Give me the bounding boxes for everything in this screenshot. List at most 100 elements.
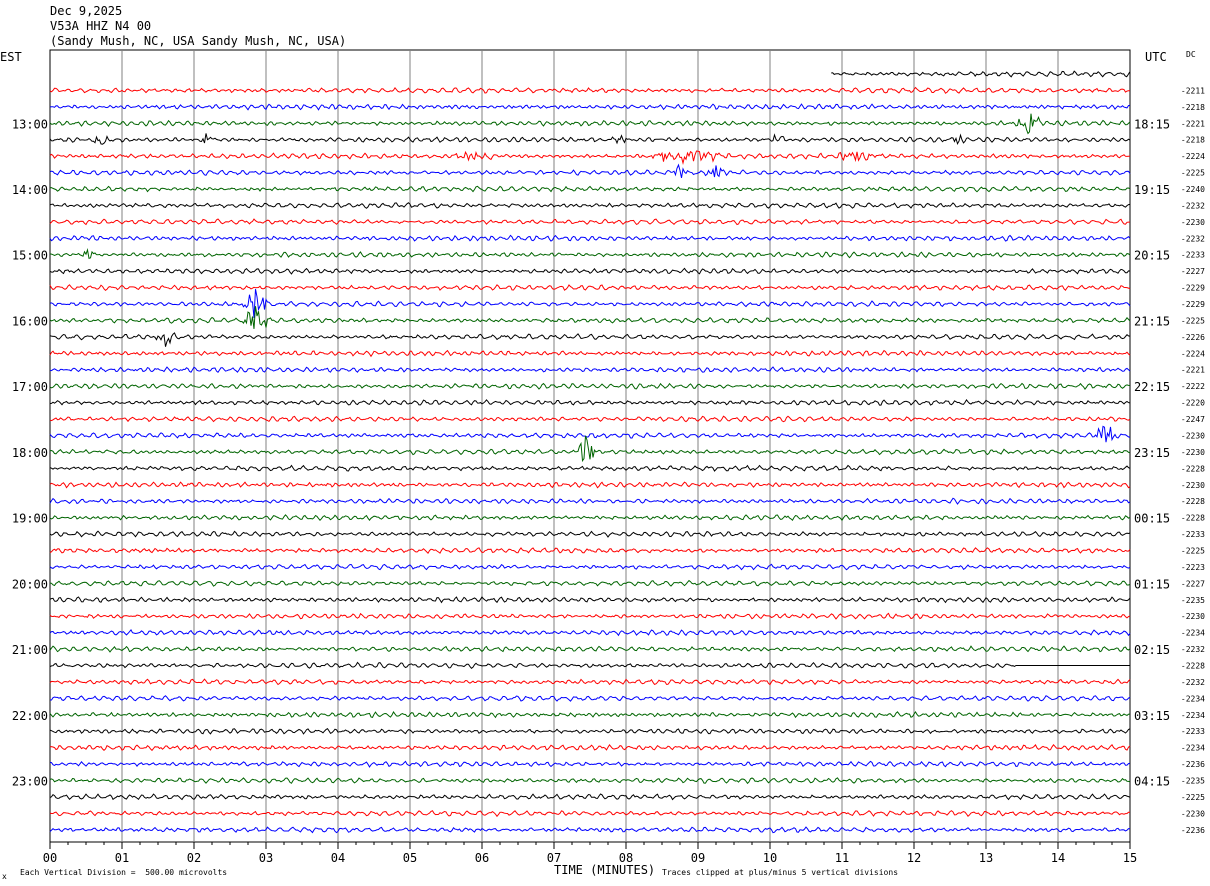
right-time-label: 19:15	[1134, 183, 1170, 197]
trace-row-23	[49, 435, 1131, 463]
right-time-label: 22:15	[1134, 380, 1170, 394]
trace-row-41	[49, 744, 1131, 752]
dc-offset-label: -2240	[1181, 185, 1205, 194]
x-tick-label: 04	[331, 851, 345, 865]
trace-row-11	[49, 248, 1131, 260]
right-time-label: 03:15	[1134, 709, 1170, 723]
dc-offset-label: -2234	[1181, 744, 1205, 753]
trace-row-26	[49, 497, 1131, 505]
dc-offset-label: -2229	[1181, 300, 1205, 309]
dc-offset-label: -2232	[1181, 234, 1205, 243]
trace-row-29	[49, 547, 1131, 555]
dc-offset-label: -2230	[1181, 218, 1205, 227]
dc-offset-label: -2224	[1181, 152, 1205, 161]
header-location: (Sandy Mush, NC, USA Sandy Mush, NC, USA…	[50, 34, 347, 48]
right-time-label: 23:15	[1134, 446, 1170, 460]
dc-offset-label: -2221	[1181, 119, 1205, 128]
dc-offset-label: -2236	[1181, 826, 1205, 835]
clip-note: Traces clipped at plus/minus 5 vertical …	[662, 868, 899, 877]
scale-note: Each Vertical Division = 500.00 microvol…	[20, 868, 228, 877]
trace-row-44	[49, 793, 1131, 801]
x-tick-label: 10	[763, 851, 777, 865]
trace-row-46	[49, 826, 1131, 834]
right-time-label: 20:15	[1134, 249, 1170, 263]
trace-row-24	[49, 464, 1131, 472]
trace-row-34	[49, 629, 1131, 637]
trace-row-17	[49, 349, 1131, 358]
trace-row-20	[49, 399, 1131, 406]
trace-row-7	[49, 185, 1131, 193]
dc-offset-label: -2224	[1181, 349, 1205, 358]
dc-offset-label: -2228	[1181, 514, 1205, 523]
dc-offset-label: -2230	[1181, 481, 1205, 490]
x-tick-label: 01	[115, 851, 129, 865]
dc-offset-label: -2232	[1181, 201, 1205, 210]
dc-offset-label: -2247	[1181, 415, 1205, 424]
x-tick-label: 15	[1123, 851, 1137, 865]
dc-offset-label: -2236	[1181, 760, 1205, 769]
dc-offset-label: -2234	[1181, 711, 1205, 720]
dc-offset-label: -2225	[1181, 316, 1205, 325]
dc-offset-label: -2227	[1181, 579, 1205, 588]
left-time-label: 13:00	[12, 117, 48, 131]
dc-offset-label: -2230	[1181, 431, 1205, 440]
trace-row-38	[50, 695, 1131, 702]
left-axis-label: EST	[0, 50, 22, 64]
trace-row-31	[49, 579, 1131, 587]
left-time-label: 14:00	[12, 183, 48, 197]
plot-frame	[49, 49, 1131, 843]
x-axis-title: TIME (MINUTES)	[554, 863, 656, 877]
dc-offset-label: -2233	[1181, 727, 1205, 736]
right-time-label: 04:15	[1134, 774, 1170, 788]
trace-row-9	[49, 218, 1130, 226]
dc-offset-label: -2230	[1181, 448, 1205, 457]
dc-offset-label: -2211	[1181, 86, 1205, 95]
x-tick-label: 02	[187, 851, 201, 865]
dc-offset-label: -2226	[1181, 333, 1205, 342]
dc-offset-label: -2225	[1181, 793, 1205, 802]
trace-row-40	[49, 728, 1131, 735]
dc-offset-label: -2228	[1181, 661, 1205, 670]
dc-offset-label: -2235	[1181, 776, 1205, 785]
trace-row-12	[49, 267, 1131, 275]
left-time-label: 15:00	[12, 249, 48, 263]
trace-row-21	[49, 415, 1131, 423]
dc-offset-label: -2222	[1181, 382, 1205, 391]
right-time-label: 21:15	[1134, 314, 1170, 328]
trace-row-30	[49, 563, 1131, 571]
x-tick-label: 09	[691, 851, 705, 865]
trace-row-1	[49, 86, 1130, 94]
trace-row-3	[49, 113, 1131, 135]
trace-row-6	[49, 163, 1131, 178]
trace-row-25	[49, 481, 1131, 489]
trace-row-8	[49, 202, 1131, 209]
trace-row-42	[49, 760, 1131, 768]
dc-offset-label: -2223	[1181, 563, 1205, 572]
dc-offset-label: -2232	[1181, 678, 1205, 687]
trace-row-2	[49, 103, 1131, 111]
trace-row-15	[49, 306, 1131, 329]
dc-offset-label: -2234	[1181, 629, 1205, 638]
trace-row-33	[49, 612, 1131, 620]
trace-row-0	[831, 70, 1131, 78]
dc-offset-label: -2218	[1181, 103, 1205, 112]
trace-row-18	[49, 366, 1131, 374]
left-time-label: 16:00	[12, 314, 48, 328]
trace-row-37	[49, 678, 1131, 686]
left-time-label: 21:00	[12, 643, 48, 657]
x-tick-label: 00	[43, 851, 57, 865]
x-tick-label: 14	[1051, 851, 1065, 865]
trace-row-13	[49, 284, 1131, 292]
dc-label: DC	[1186, 50, 1196, 59]
scale-mark: x	[2, 872, 7, 881]
dc-offset-label: -2225	[1181, 546, 1205, 555]
right-time-label: 02:15	[1134, 643, 1170, 657]
x-tick-label: 13	[979, 851, 993, 865]
right-time-label: 01:15	[1134, 577, 1170, 591]
right-time-label: 18:15	[1134, 117, 1170, 131]
dc-offset-label: -2232	[1181, 645, 1205, 654]
trace-row-27	[49, 514, 1131, 522]
dc-offset-label: -2228	[1181, 464, 1205, 473]
trace-row-43	[49, 777, 1131, 785]
